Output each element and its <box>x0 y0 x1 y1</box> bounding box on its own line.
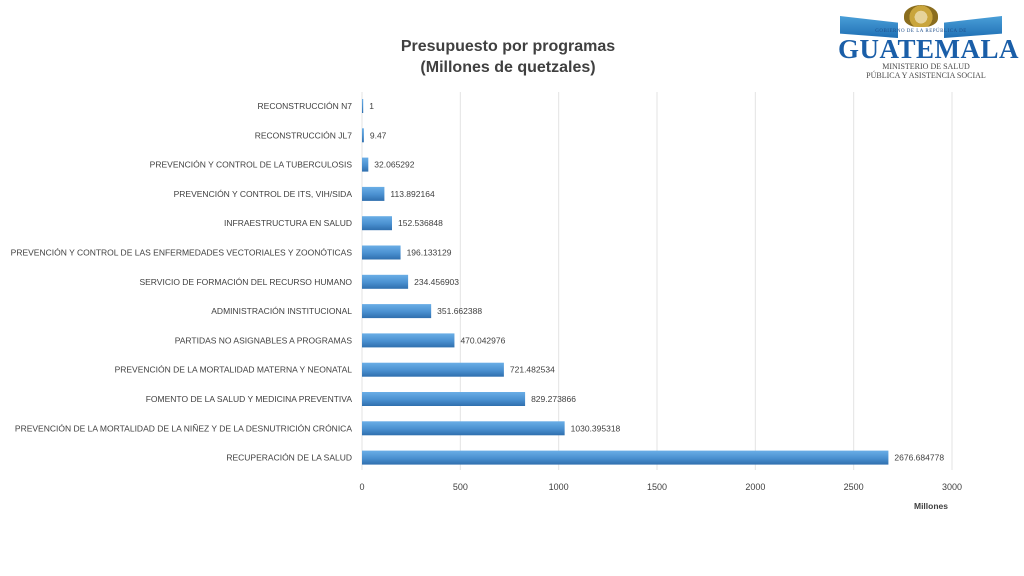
coat-of-arms-icon <box>904 5 938 27</box>
x-tick-label: 1000 <box>549 482 569 492</box>
bar <box>362 450 889 465</box>
chart-title-line-2: (Millones de quetzales) <box>420 59 596 76</box>
x-tick-label: 3000 <box>942 482 962 492</box>
bar <box>362 99 364 113</box>
data-label: 32.065292 <box>374 160 414 170</box>
data-label: 1030.395318 <box>571 423 621 433</box>
bar <box>362 245 401 260</box>
logo-government-line: GOBIERNO DE LA REPÚBLICA DE <box>875 29 967 34</box>
data-label: 234.456903 <box>414 277 459 287</box>
data-label: 196.133129 <box>407 248 452 258</box>
x-tick-label: 1500 <box>647 482 667 492</box>
x-tick-label: 2500 <box>844 482 864 492</box>
bar <box>362 304 432 319</box>
category-label: SERVICIO DE FORMACIÓN DEL RECURSO HUMANO <box>139 277 352 287</box>
logo-ministry-line-1: MINISTERIO DE SALUD <box>882 62 970 71</box>
logo-ministry-line-2: PÚBLICA Y ASISTENCIA SOCIAL <box>866 71 986 80</box>
data-label: 9.47 <box>370 130 387 140</box>
ministry-logo: GOBIERNO DE LA REPÚBLICA DE GUATEMALA MI… <box>838 2 1020 82</box>
bar <box>362 362 504 377</box>
category-label: PARTIDAS NO ASIGNABLES A PROGRAMAS <box>175 335 353 345</box>
category-label: PREVENCIÓN DE LA MORTALIDAD DE LA NIÑEZ … <box>15 423 352 433</box>
category-label: PREVENCIÓN Y CONTROL DE LAS ENFERMEDADES… <box>11 248 353 258</box>
flag-ribbon-right <box>944 16 1002 38</box>
bar <box>362 157 369 172</box>
category-label: INFRAESTRUCTURA EN SALUD <box>224 218 352 228</box>
bar <box>362 421 565 436</box>
data-label: 113.892164 <box>390 189 435 199</box>
data-label: 470.042976 <box>460 335 505 345</box>
chart-title-line-1: Presupuesto por programas <box>400 38 616 55</box>
chart-title: Presupuesto por programas (Millones de q… <box>258 36 758 78</box>
data-label: 2676.684778 <box>894 453 944 463</box>
category-label: PREVENCIÓN Y CONTROL DE ITS, VIH/SIDA <box>174 189 353 199</box>
category-label: RECUPERACIÓN DE LA SALUD <box>226 453 352 463</box>
data-label: 829.273866 <box>531 394 576 404</box>
bar <box>362 274 409 289</box>
category-label: PREVENCIÓN Y CONTROL DE LA TUBERCULOSIS <box>150 160 353 170</box>
x-tick-label: 2000 <box>745 482 765 492</box>
data-label: 721.482534 <box>510 365 555 375</box>
category-label: RECONSTRUCCIÓN N7 <box>258 101 353 111</box>
category-label: RECONSTRUCCIÓN JL7 <box>255 130 353 140</box>
flag-ribbon-left <box>840 16 898 38</box>
bar <box>362 186 385 201</box>
logo-brand: GUATEMALA <box>838 34 1020 64</box>
bar <box>362 216 392 231</box>
category-label: ADMINISTRACIÓN INSTITUCIONAL <box>211 306 352 316</box>
x-tick-label: 0 <box>359 482 364 492</box>
category-label: PREVENCIÓN DE LA MORTALIDAD MATERNA Y NE… <box>115 365 353 375</box>
logo-ministry: MINISTERIO DE SALUD PÚBLICA Y ASISTENCIA… <box>848 62 1004 80</box>
bar <box>362 128 364 143</box>
x-tick-label: 500 <box>453 482 468 492</box>
data-label: 351.662388 <box>437 306 482 316</box>
data-label: 152.536848 <box>398 218 443 228</box>
bar <box>362 392 526 406</box>
x-axis-label: Millones <box>914 501 948 511</box>
bar <box>362 333 455 348</box>
category-label: FOMENTO DE LA SALUD Y MEDICINA PREVENTIV… <box>146 394 353 404</box>
data-label: 1 <box>369 101 374 111</box>
